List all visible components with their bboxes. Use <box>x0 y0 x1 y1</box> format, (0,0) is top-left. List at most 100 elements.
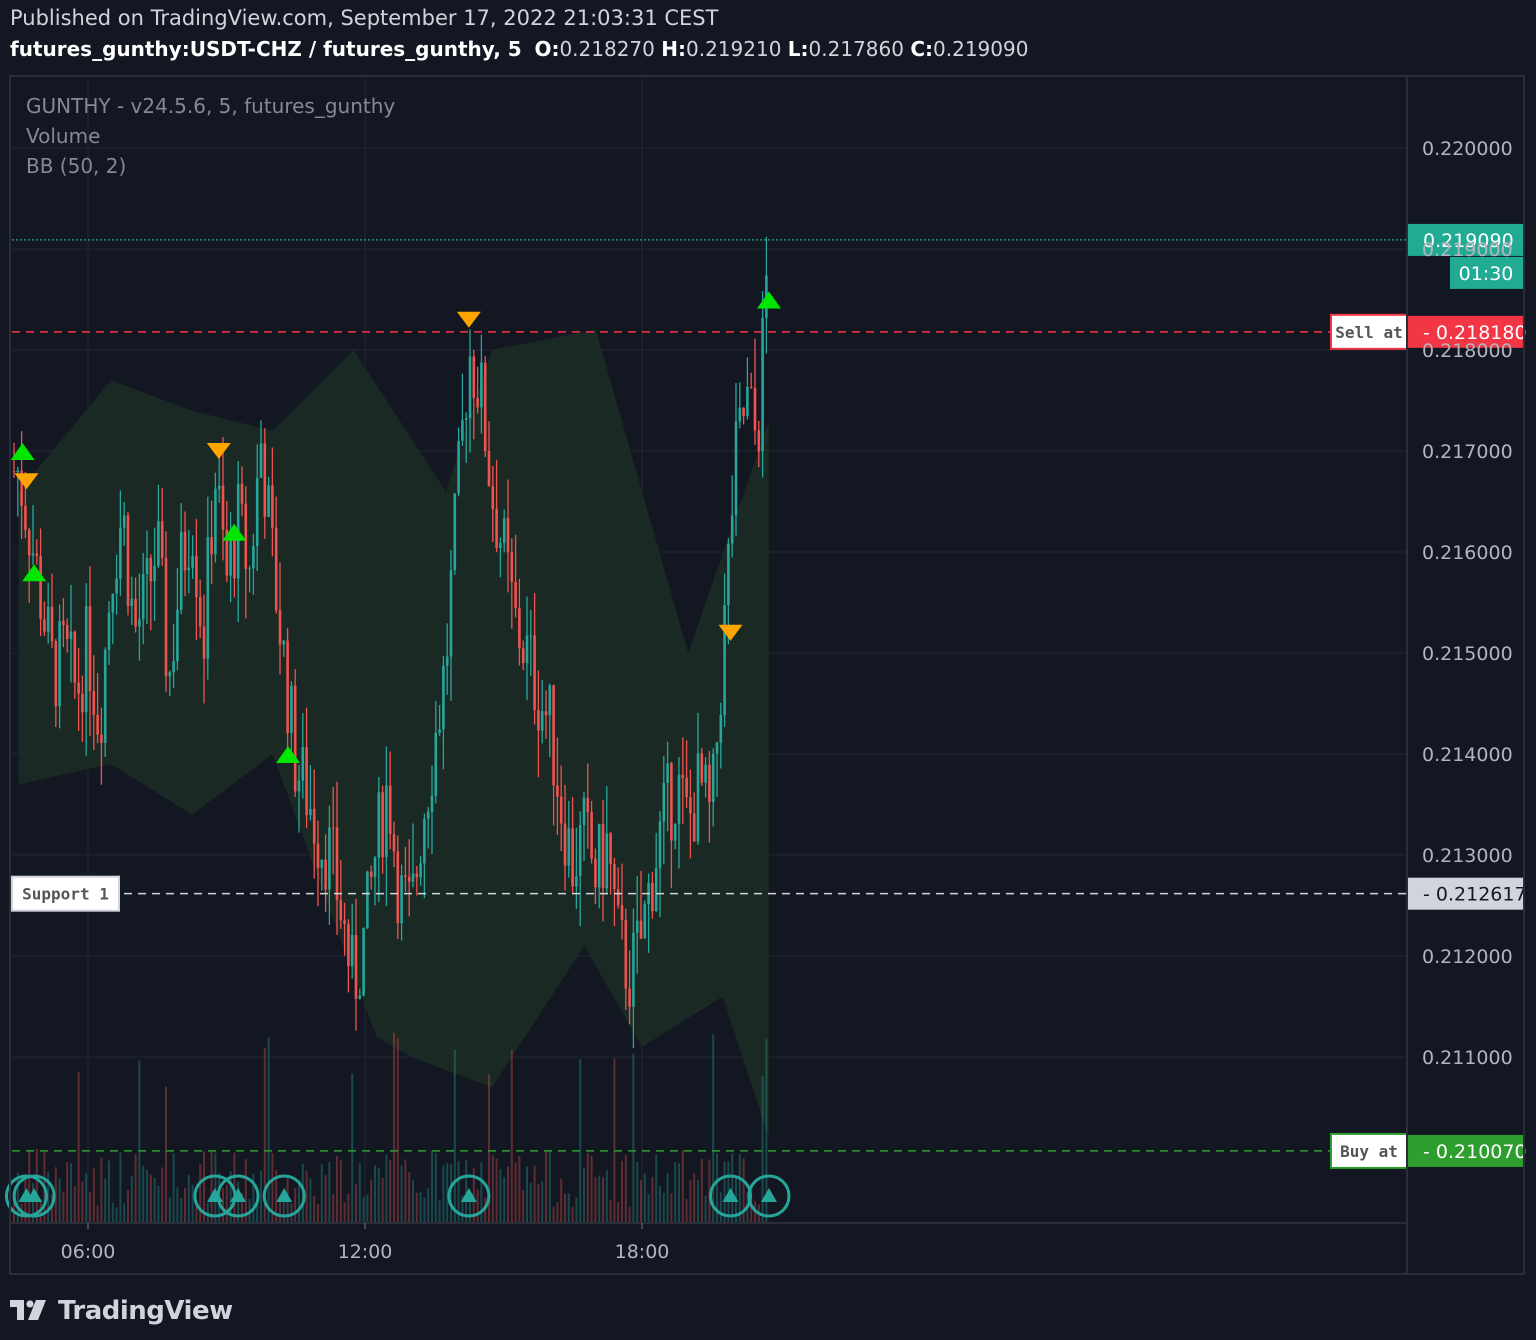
volume-bar <box>332 1194 335 1223</box>
candle-body <box>141 574 145 620</box>
candle-body <box>472 356 476 399</box>
volume-bar <box>571 1206 574 1223</box>
candle-body <box>259 443 263 478</box>
volume-bar <box>206 1202 209 1223</box>
volume-marker-ring <box>216 1174 260 1218</box>
candle-body <box>362 927 365 996</box>
volume-bar <box>552 1206 555 1223</box>
candle-body <box>552 685 555 786</box>
volume-bar <box>636 1161 639 1223</box>
x-tick-label: 18:00 <box>615 1241 670 1263</box>
candle-body <box>130 598 134 606</box>
candle-body <box>506 518 510 553</box>
volume-bar <box>404 1159 407 1223</box>
volume-bar <box>358 1163 361 1223</box>
volume-bar <box>438 1200 441 1223</box>
candle-body <box>434 732 438 797</box>
volume-bar <box>81 1181 84 1223</box>
volume-bar <box>244 1159 247 1223</box>
volume-bar <box>567 1193 570 1223</box>
volume-bar <box>385 1154 388 1223</box>
signal-markers <box>10 291 781 763</box>
volume-marker-icon <box>206 1188 223 1202</box>
y-tick-label: 0.218000 <box>1422 340 1513 362</box>
volume-bar <box>514 1162 517 1223</box>
symbol-name[interactable]: futures_gunthy:USDT-CHZ / futures_gunthy… <box>10 37 522 61</box>
candle-body <box>328 827 331 890</box>
candle-body <box>92 690 96 715</box>
volume-bar <box>765 1038 768 1223</box>
candle-body <box>290 685 293 734</box>
volume-bar <box>134 1154 137 1223</box>
volume-bar <box>275 1170 278 1223</box>
candle-body <box>666 763 669 784</box>
volume-bar <box>210 1150 213 1223</box>
volume-bar <box>719 1192 722 1223</box>
volume-bar <box>89 1192 91 1223</box>
volume-bar <box>96 1205 99 1223</box>
y-tick-label: 0.214000 <box>1422 744 1513 766</box>
price-line-axis-tag <box>1407 315 1523 348</box>
candle-body <box>719 715 723 743</box>
volume-bar <box>564 1193 566 1223</box>
candle-body <box>654 867 658 912</box>
candle-body <box>263 443 267 517</box>
candle-body <box>217 485 221 489</box>
candle-body <box>126 515 130 606</box>
candle-body <box>426 811 430 819</box>
volume-bar <box>651 1177 654 1223</box>
volume-bar <box>453 1049 456 1223</box>
bollinger-band-fill <box>18 329 769 1138</box>
candle-body <box>271 485 274 528</box>
candle-body <box>487 451 491 487</box>
volume-marker-ring <box>708 1174 752 1218</box>
candle-body <box>12 471 16 473</box>
volume-bar <box>328 1162 331 1223</box>
candle-body <box>419 863 422 878</box>
volume-bar <box>526 1166 528 1223</box>
candle-body <box>533 635 536 710</box>
volume-bar <box>153 1177 156 1223</box>
candle-body <box>681 774 685 778</box>
candle-body <box>491 486 495 509</box>
volume-bar <box>632 1053 635 1223</box>
volume-bar <box>70 1163 72 1223</box>
volume-bar <box>643 1173 646 1223</box>
legend-indicator-gunthy[interactable]: GUNTHY - v24.5.6, 5, futures_gunthy <box>26 94 396 118</box>
volume-marker-ring <box>12 1174 56 1218</box>
candle-body <box>692 813 696 842</box>
candle-body <box>761 317 764 452</box>
high-label: H: <box>661 37 686 61</box>
candle-body <box>677 774 681 824</box>
legend-indicator-bb[interactable]: BB (50, 2) <box>26 154 127 178</box>
tradingview-logo[interactable]: TradingView <box>10 1296 233 1326</box>
volume-bar <box>431 1150 433 1223</box>
candle-body <box>685 777 688 798</box>
candle-body <box>415 873 419 878</box>
candle-body <box>240 483 244 504</box>
candle-body <box>43 619 46 632</box>
candle-body <box>556 785 559 797</box>
close-label: C: <box>910 37 934 61</box>
volume-bar <box>499 1169 502 1223</box>
candle-body <box>586 797 590 813</box>
candle-body <box>590 812 593 859</box>
volume-bar <box>184 1188 186 1223</box>
candle-body <box>282 640 286 645</box>
candle-body <box>548 685 552 716</box>
volume-bar <box>241 1193 243 1223</box>
volume-bar <box>488 1074 490 1223</box>
candle-body <box>385 785 388 858</box>
volume-bar <box>324 1175 327 1223</box>
candle-body <box>343 920 346 924</box>
volume-bar <box>73 1186 76 1223</box>
volume-bar <box>484 1197 487 1223</box>
candle-body <box>377 792 381 858</box>
tradingview-brand: TradingView <box>58 1296 233 1326</box>
candle-body <box>65 624 69 639</box>
last-price-axis-tag <box>1407 223 1523 256</box>
candle-body <box>354 935 358 999</box>
candle-body <box>206 537 210 659</box>
legend-indicator-volume[interactable]: Volume <box>26 124 101 148</box>
